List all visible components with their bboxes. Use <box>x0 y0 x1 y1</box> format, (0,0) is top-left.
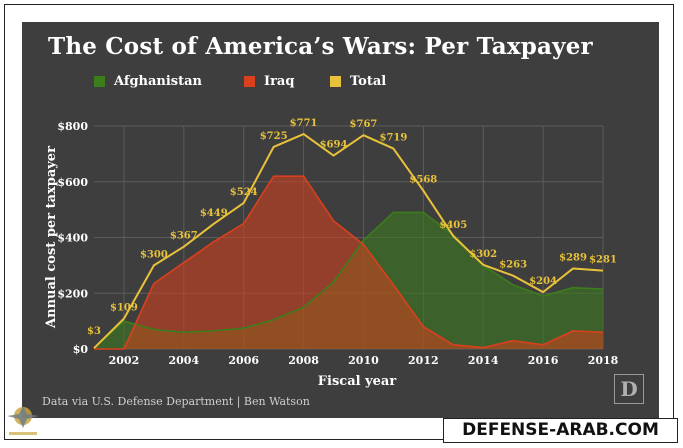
legend-label-iraq: Iraq <box>264 74 295 89</box>
chart-title: The Cost of America’s Wars: Per Taxpayer <box>48 33 593 60</box>
legend-item-iraq: Iraq <box>244 74 294 89</box>
data-label-total: $568 <box>409 175 437 186</box>
legend-swatch-total <box>330 76 341 87</box>
watermark-site-name: DEFENSE-ARAB.COM <box>443 418 678 443</box>
x-tick-label: 2012 <box>408 354 439 367</box>
site-emblem-icon <box>7 406 39 435</box>
area-iraq <box>94 176 603 349</box>
data-label-total: $725 <box>260 131 288 142</box>
data-label-total: $449 <box>200 208 228 219</box>
data-label-total: $289 <box>559 252 587 263</box>
x-tick-label: 2014 <box>468 354 499 367</box>
legend-label-afghanistan: Afghanistan <box>114 74 203 89</box>
x-tick-label: 2008 <box>288 354 319 367</box>
y-axis-title: Annual cost per taxpayer <box>44 146 59 329</box>
data-label-total: $281 <box>589 255 617 266</box>
data-label-total: $767 <box>350 119 378 130</box>
data-label-total: $3 <box>87 326 101 337</box>
data-label-total: $694 <box>320 140 348 151</box>
data-label-total: $367 <box>170 231 198 242</box>
x-tick-label: 2010 <box>348 354 379 367</box>
y-tick-label: $600 <box>57 176 88 189</box>
data-label-total: $719 <box>379 133 407 144</box>
y-tick-label: $0 <box>73 343 89 356</box>
data-label-total: $204 <box>529 276 557 287</box>
legend-item-total: Total <box>330 74 386 89</box>
publisher-logo: D <box>614 374 644 404</box>
line-total <box>93 133 604 349</box>
data-label-total: $109 <box>110 303 138 314</box>
data-label-total: $302 <box>469 249 497 260</box>
legend-swatch-afghanistan <box>94 76 105 87</box>
legend-swatch-iraq <box>244 76 255 87</box>
x-tick-label: 2018 <box>588 354 619 367</box>
legend-label-total: Total <box>350 74 387 89</box>
line-iraq <box>94 175 604 350</box>
data-label-total: $524 <box>230 187 258 198</box>
x-tick-label: 2006 <box>228 354 259 367</box>
data-label-total: $405 <box>439 220 467 231</box>
x-tick-label: 2002 <box>109 354 140 367</box>
series-areas <box>94 176 603 349</box>
x-tick-label: 2016 <box>528 354 559 367</box>
data-labels: $3 $109 $300$367 $449$524 $725$771$694$767$7… <box>87 118 617 337</box>
data-label-total: $771 <box>290 118 318 129</box>
x-tick-label: 2004 <box>169 354 200 367</box>
data-label-total: $263 <box>499 260 527 271</box>
y-tick-label: $400 <box>57 232 88 245</box>
x-axis-title: Fiscal year <box>318 374 397 389</box>
chart-panel <box>22 22 659 418</box>
series-lines <box>93 133 604 350</box>
data-label-total: $300 <box>140 249 168 260</box>
legend-item-afghanistan: Afghanistan <box>94 74 202 89</box>
source-credit: Data via U.S. Defense Department | Ben W… <box>42 395 310 408</box>
y-tick-label: $800 <box>57 120 88 133</box>
line-afghanistan <box>93 211 604 349</box>
y-tick-label: $200 <box>57 287 88 300</box>
axes: $0 $200 $400 $600 $800 2002 2004 2006 2008 2010 20… <box>57 120 618 367</box>
